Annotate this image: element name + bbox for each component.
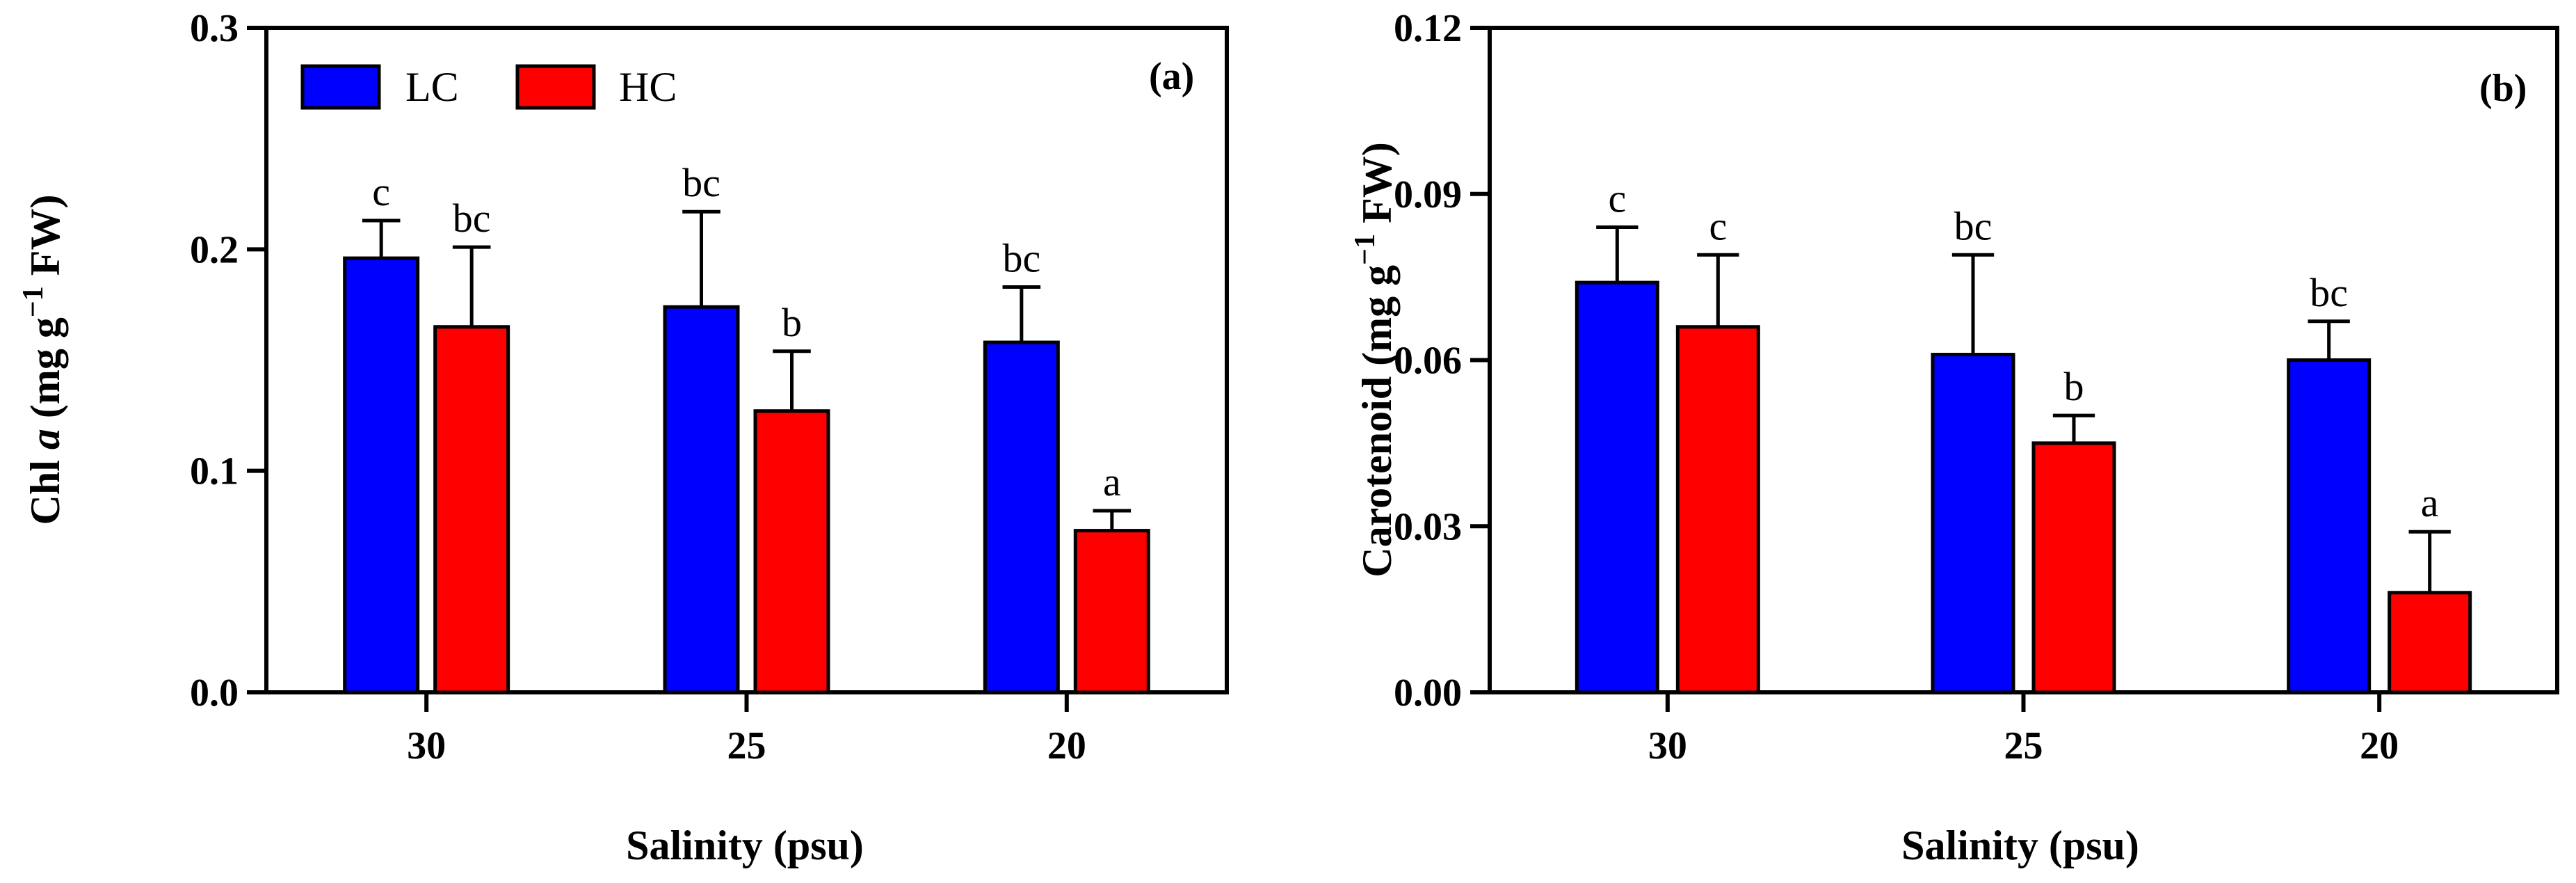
legend-label-lc: LC: [405, 64, 459, 110]
y-tick-label: 0.2: [190, 228, 239, 271]
y-axis-title-a: Chl a (mg g−1 FW): [17, 195, 68, 525]
legend: LC HC: [300, 64, 677, 110]
y-tick-label: 0.1: [190, 450, 239, 493]
y-axis-a: 0.0 0.1 0.2 0.3: [190, 7, 266, 715]
legend-swatch-hc: [515, 64, 596, 110]
y-axis-title-part: FW): [22, 195, 68, 287]
significance-label: b: [782, 300, 802, 345]
x-axis-title-b: Salinity (psu): [1901, 822, 2139, 868]
y-tick-label: 0.0: [190, 671, 239, 715]
x-tick-label: 30: [407, 724, 446, 767]
bar-lc: [343, 256, 420, 694]
bars-b: c c bc b bc a: [1575, 176, 2472, 694]
significance-label: c: [372, 169, 390, 214]
panel-label-a: (a): [1149, 55, 1194, 98]
x-axis-a: 30 25 20: [407, 692, 1086, 767]
legend-swatch-lc: [300, 64, 381, 110]
legend-label-hc: HC: [619, 64, 677, 110]
bar-hc: [1073, 529, 1150, 694]
bar-hc: [753, 409, 830, 694]
significance-label: b: [2064, 364, 2084, 409]
y-tick-label: 0.03: [1394, 505, 1462, 548]
y-axis-title-part: −1: [17, 286, 49, 317]
x-tick-label: 25: [2004, 724, 2043, 767]
panel-label-b: (b): [2479, 67, 2527, 110]
x-tick-label: 25: [727, 724, 766, 767]
bar-hc: [1675, 325, 1760, 694]
x-tick-label: 20: [2360, 724, 2399, 767]
bar-hc: [433, 325, 510, 694]
y-axis-title-part: Chl: [22, 450, 68, 525]
significance-label: a: [2421, 480, 2439, 525]
bar-lc: [2287, 358, 2372, 694]
bar-lc: [1931, 353, 2015, 694]
chart-panel-b: 0.00 0.03 0.06 0.09 0.12 c c bc b bc a 30 25 20 (b)…: [1349, 7, 2559, 868]
x-axis-b: 30 25 20: [1648, 692, 2399, 767]
y-tick-label: 0.09: [1394, 173, 1462, 216]
x-tick-label: 30: [1648, 724, 1687, 767]
y-axis-title-part: −1: [1349, 234, 1381, 265]
y-tick-label: 0.12: [1394, 7, 1462, 50]
x-axis-title-a: Salinity (psu): [626, 822, 864, 868]
bar-lc: [1575, 280, 1659, 694]
y-tick-label: 0.3: [190, 7, 239, 50]
y-tick-label: 0.00: [1394, 671, 1462, 715]
y-axis-title-b: Carotenoid (mg g−1 FW): [1349, 142, 1400, 577]
significance-label: a: [1103, 459, 1121, 504]
y-axis-title-part: (mg g: [22, 317, 68, 429]
bar-lc: [663, 305, 740, 694]
significance-label: bc: [453, 196, 491, 241]
significance-label: bc: [682, 160, 721, 205]
y-tick-label: 0.06: [1394, 340, 1462, 383]
significance-label: bc: [1002, 235, 1040, 280]
significance-label: bc: [1954, 203, 1993, 248]
bar-lc: [983, 340, 1060, 694]
y-axis-b: 0.00 0.03 0.06 0.09 0.12: [1394, 7, 1490, 715]
y-axis-title-part: a: [22, 429, 68, 450]
bar-hc: [2031, 441, 2116, 694]
x-tick-label: 20: [1047, 724, 1086, 767]
significance-label: bc: [2310, 270, 2348, 315]
bar-hc: [2388, 591, 2472, 694]
significance-label: c: [1709, 203, 1727, 248]
y-axis-title-part: FW): [1354, 142, 1400, 234]
y-axis-title-part: Carotenoid (mg g: [1354, 265, 1400, 578]
significance-label: c: [1608, 176, 1626, 221]
bars-a: c bc bc b bc a: [343, 160, 1150, 694]
